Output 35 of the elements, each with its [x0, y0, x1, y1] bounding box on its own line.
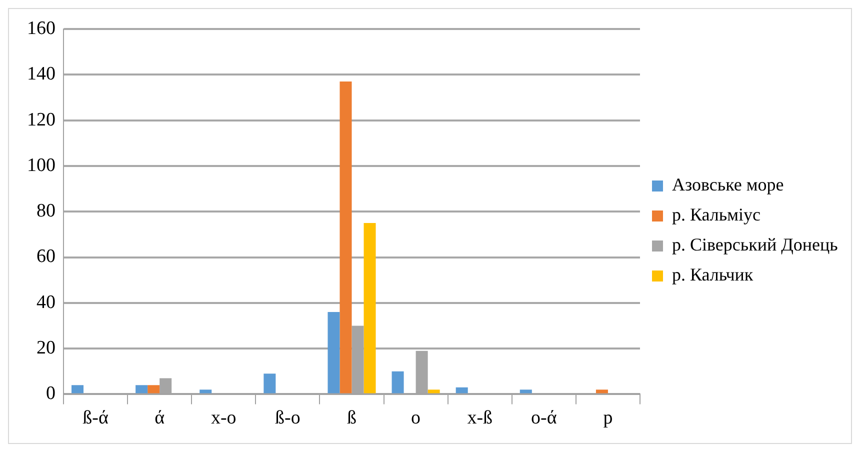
- y-tick-label: 20: [36, 338, 56, 359]
- bar: [340, 82, 352, 394]
- legend-label: р. Сіверський Донець: [672, 234, 838, 255]
- bar: [364, 223, 376, 394]
- x-tick-label: x-ß: [467, 408, 493, 429]
- x-tick-label: ß: [347, 408, 356, 429]
- x-tick-label: ά: [154, 408, 165, 429]
- bar: [328, 312, 340, 394]
- x-tick-label: ß-ά: [82, 408, 108, 429]
- legend-label: Азовське море: [672, 174, 784, 195]
- bar: [520, 390, 532, 394]
- y-tick-label: 120: [27, 109, 56, 130]
- y-tick-label: 0: [46, 383, 56, 404]
- bar: [200, 390, 212, 394]
- bar: [72, 385, 84, 394]
- x-tick-label: x-o: [210, 408, 236, 429]
- legend-label: р. Кальчик: [672, 264, 754, 285]
- y-tick-label: 40: [36, 292, 56, 313]
- y-tick-label: 100: [27, 154, 56, 176]
- y-tick-label: 60: [36, 246, 56, 268]
- y-tick-label: 80: [36, 200, 56, 222]
- y-tick-label: 140: [27, 64, 56, 85]
- y-tick-label: 160: [27, 18, 56, 39]
- x-tick-label: p: [603, 408, 613, 429]
- bar: [596, 390, 608, 394]
- bar: [428, 390, 440, 394]
- bar: [456, 387, 468, 394]
- bar: [392, 371, 404, 394]
- x-tick-label: ß-o: [275, 408, 300, 429]
- bar: [148, 385, 160, 394]
- x-tick-label: o-ά: [531, 408, 557, 429]
- legend-label: р. Кальміус: [672, 204, 760, 225]
- x-tick-label: o: [411, 408, 421, 429]
- bar: [136, 385, 148, 394]
- bar: [264, 374, 276, 394]
